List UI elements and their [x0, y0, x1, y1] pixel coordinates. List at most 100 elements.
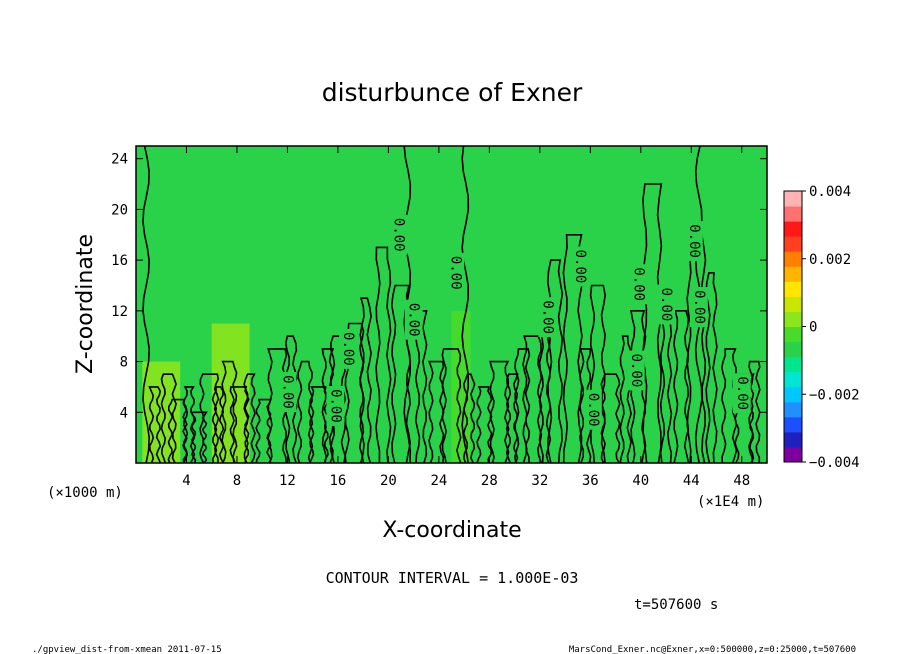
contour-interval-text: CONTOUR INTERVAL = 1.000E-03 [326, 569, 579, 587]
plot-frame [135, 145, 768, 464]
contour-line-1 [160, 373, 177, 463]
colorbar-swatch-12 [784, 266, 802, 282]
contour-line-4 [190, 411, 208, 463]
contour-label-bg-14 [732, 373, 751, 414]
contour-line-35 [600, 373, 621, 463]
colorbar-swatch-2 [784, 416, 802, 433]
y-tick-label-5: 24 [111, 152, 128, 168]
colorbar-swatch-8 [784, 326, 802, 343]
x-tick-label-2: 12 [279, 473, 296, 489]
contour-line-0 [148, 386, 162, 463]
contour-label-bg-3 [389, 214, 408, 255]
colorbar-swatch-1 [784, 431, 802, 448]
contour-line-42 [705, 272, 718, 463]
x-tick-label-7: 32 [531, 473, 548, 489]
contour-line-25 [476, 386, 493, 463]
contour-label-8: 0.00 [585, 393, 601, 427]
contour-line-23 [441, 348, 462, 463]
contour-label-14: 0.00 [734, 376, 750, 410]
chart-title: disturbunce of Exner [322, 78, 583, 107]
contour-label-5: 0.00 [447, 256, 463, 290]
contour-line-18 [359, 297, 372, 463]
x-axis-label: X-coordinate [382, 518, 521, 543]
contour-label-13: 0.00 [691, 290, 707, 324]
time-text: t=507600 s [634, 597, 718, 613]
contour-line-13 [296, 360, 314, 463]
colorbar-swatch-4 [784, 386, 802, 403]
contour-line-20 [390, 284, 412, 463]
contour-line-36 [619, 335, 632, 463]
colorbar-swatch-6 [784, 356, 802, 373]
footer-left: ./gpview_dist-from-xmean 2011-07-15 [32, 645, 222, 654]
contour-line-7 [221, 360, 238, 463]
plot-area: 0.00 0.00 0.00 0.00 0.00 0.00 0.00 0.00 0.00 0.00… [135, 145, 768, 464]
contour-label-bg-2 [339, 328, 358, 369]
contour-line-12 [284, 335, 298, 463]
x-tick-label-4: 20 [380, 473, 397, 489]
colorbar-label-1: 0.002 [809, 252, 851, 268]
contour-label-bg-5 [446, 252, 465, 293]
x-scale-note: (×1E4 m) [697, 494, 764, 510]
colorbar-swatch-14 [784, 236, 802, 252]
contour-label-2: 0.00 [340, 332, 356, 366]
x-tick-label-6: 28 [481, 473, 498, 489]
x-tick-label-11: 48 [733, 473, 750, 489]
contour-label-bg-9 [626, 350, 645, 391]
contour-line-11 [267, 348, 288, 463]
contour-label-bg-10 [629, 264, 648, 305]
y-tick-label-2: 12 [111, 304, 128, 320]
contour-label-bg-13 [689, 287, 708, 328]
y-tick-label-4: 20 [111, 202, 128, 218]
colorbar-swatch-16 [784, 206, 802, 222]
contour-line-31 [546, 259, 564, 463]
colorbar-swatch-3 [784, 401, 802, 418]
contour-label-3: 0.00 [390, 218, 406, 252]
colorbar-swatch-9 [784, 311, 802, 327]
x-tick-label-1: 8 [233, 473, 241, 489]
contour-label-0: 0.00 [279, 375, 295, 409]
contour-label-9: 0.00 [628, 354, 644, 388]
colorbar-swatch-5 [784, 371, 802, 388]
contour-label-bg-8 [583, 389, 602, 430]
y-axis-label: Z-coordinate [73, 234, 98, 374]
contour-line-40 [673, 310, 690, 463]
footer-right: MarsCond_Exner.nc@Exner,x=0:500000,z=0:2… [569, 645, 856, 654]
contour-line-24 [462, 373, 476, 463]
x-tick-label-9: 40 [632, 473, 649, 489]
contour-line-8 [229, 386, 250, 463]
x-tick-label-5: 24 [430, 473, 447, 489]
colorbar-swatch-11 [784, 281, 802, 297]
contour-line-2 [167, 398, 188, 463]
contour-line-14 [309, 386, 330, 463]
contour-label-11: 0.00 [658, 288, 674, 322]
contour-line-28 [514, 348, 531, 463]
colorbar-label-2: 0 [809, 320, 817, 336]
contour-line-26 [489, 360, 510, 463]
colorbar-label-3: −0.002 [809, 387, 860, 403]
contour-line-19 [375, 246, 392, 463]
contour-label-10: 0.00 [630, 267, 646, 301]
contour-label-1: 0.00 [327, 389, 343, 423]
contour-label-bg-1 [326, 385, 345, 426]
x-tick-label-3: 16 [329, 473, 346, 489]
contour-line-21 [414, 310, 428, 463]
contour-long-2 [461, 146, 470, 463]
contour-label-12: 0.00 [686, 224, 702, 258]
contour-label-4: 0.00 [406, 303, 422, 337]
colorbar-swatch-0 [784, 446, 802, 463]
contour-line-6 [211, 386, 225, 463]
contour-label-bg-11 [657, 284, 676, 325]
contour-line-17 [344, 322, 365, 463]
contour-label-bg-4 [404, 299, 423, 340]
colorbar-swatch-17 [784, 191, 802, 207]
colorbar-swatch-13 [784, 251, 802, 267]
contour-line-22 [428, 360, 445, 463]
colorbar-label-4: −0.004 [809, 455, 860, 471]
y-tick-label-0: 4 [120, 405, 128, 421]
contour-line-9 [243, 373, 256, 463]
contour-label-7: 0.00 [572, 250, 588, 284]
y-tick-label-1: 8 [120, 355, 128, 371]
y-tick-label-3: 16 [111, 253, 128, 269]
colorbar-swatch-15 [784, 221, 802, 237]
